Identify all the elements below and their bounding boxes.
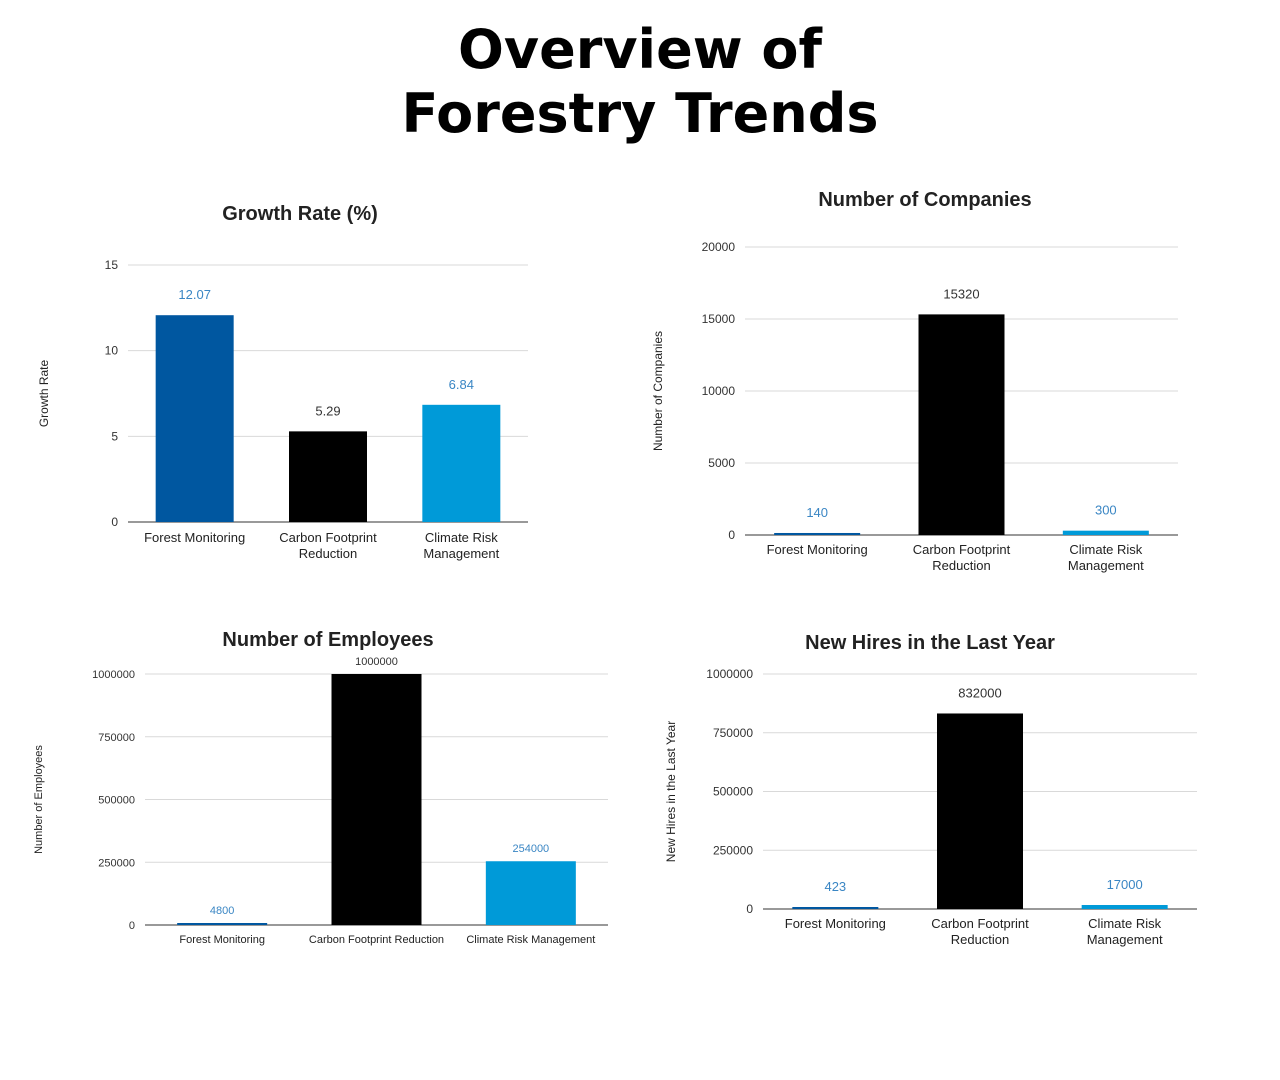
data-label: 832000 [958, 685, 1001, 700]
y-tick-label: 5000 [708, 456, 735, 470]
y-tick-label: 750000 [713, 726, 753, 740]
new-hires-chart: New Hires in the Last Year New Hires in t… [664, 632, 1197, 947]
data-label: 300 [1095, 503, 1117, 518]
bar [177, 923, 268, 925]
category-label: Carbon Footprint [931, 916, 1029, 931]
page-title: Overview of Forestry Trends [0, 18, 1280, 146]
category-label: Carbon Footprint [279, 530, 377, 545]
chart-title: New Hires in the Last Year [805, 632, 1055, 654]
bar [792, 907, 879, 909]
y-axis-label: Growth Rate [37, 359, 51, 427]
y-axis-label: New Hires in the Last Year [664, 721, 678, 862]
number-of-companies-chart: Number of Companies Number of Companies 0 5… [651, 189, 1178, 573]
category-label: Forest Monitoring [144, 530, 245, 545]
data-label: 423 [824, 879, 846, 894]
bar [289, 431, 367, 522]
y-tick-label: 500000 [98, 795, 135, 807]
chart-title: Growth Rate (%) [222, 203, 378, 225]
category-label: Carbon Footprint [913, 542, 1011, 557]
data-label: 15320 [943, 286, 979, 301]
y-axis-label: Number of Companies [651, 331, 665, 451]
y-tick-label: 0 [728, 528, 735, 542]
category-label: Forest Monitoring [767, 542, 868, 557]
page-title-line-2: Forestry Trends [401, 82, 879, 145]
y-tick-label: 250000 [713, 843, 753, 857]
data-label: 5.29 [315, 403, 340, 418]
bar [918, 314, 1005, 535]
data-label: 1000000 [355, 656, 398, 668]
data-label: 12.07 [178, 287, 211, 302]
bar [422, 404, 501, 522]
y-tick-label: 20000 [702, 240, 736, 254]
data-label: 140 [806, 505, 828, 520]
growth-rate-chart: Growth Rate (%) Growth Rate 0 5 10 15 12.07 For… [37, 203, 528, 561]
y-tick-label: 750000 [98, 732, 135, 744]
number-of-employees-chart: Number of Employees Number of Employees 0 2… [33, 629, 608, 946]
y-tick-label: 250000 [98, 857, 135, 869]
y-tick-label: 0 [746, 902, 753, 916]
y-axis-label: Number of Employees [33, 745, 45, 854]
page-title-line-1: Overview of [458, 18, 822, 81]
category-label: Climate Risk [425, 530, 498, 545]
y-tick-label: 1000000 [706, 667, 753, 681]
bar [155, 315, 234, 522]
category-label: Climate Risk Management [466, 934, 595, 946]
bar [485, 861, 576, 925]
category-label: Management [1087, 932, 1163, 947]
y-tick-label: 5 [111, 429, 118, 443]
category-label: Forest Monitoring [179, 934, 265, 946]
category-label: Reduction [299, 546, 358, 561]
y-tick-label: 0 [111, 515, 118, 529]
data-label: 4800 [210, 905, 234, 917]
category-label: Climate Risk [1088, 916, 1161, 931]
category-label: Forest Monitoring [785, 916, 886, 931]
y-tick-label: 0 [129, 920, 135, 932]
bar [331, 674, 422, 925]
y-tick-label: 1000000 [92, 669, 135, 681]
data-label: 17000 [1107, 877, 1143, 892]
bar [774, 532, 861, 535]
y-tick-label: 15 [105, 258, 119, 272]
y-tick-label: 500000 [713, 785, 753, 799]
y-tick-label: 10 [105, 344, 119, 358]
chart-title: Number of Employees [222, 629, 433, 651]
category-label: Reduction [951, 932, 1010, 947]
category-label: Carbon Footprint Reduction [309, 934, 444, 946]
y-tick-label: 15000 [702, 312, 736, 326]
bar [1062, 530, 1149, 535]
bar [1081, 905, 1168, 909]
data-label: 6.84 [449, 377, 474, 392]
y-tick-label: 10000 [702, 384, 736, 398]
category-label: Management [423, 546, 499, 561]
data-label: 254000 [512, 843, 549, 855]
category-label: Climate Risk [1069, 542, 1142, 557]
bar [937, 713, 1023, 909]
category-label: Reduction [932, 558, 991, 573]
chart-title: Number of Companies [818, 189, 1031, 211]
category-label: Management [1068, 558, 1144, 573]
